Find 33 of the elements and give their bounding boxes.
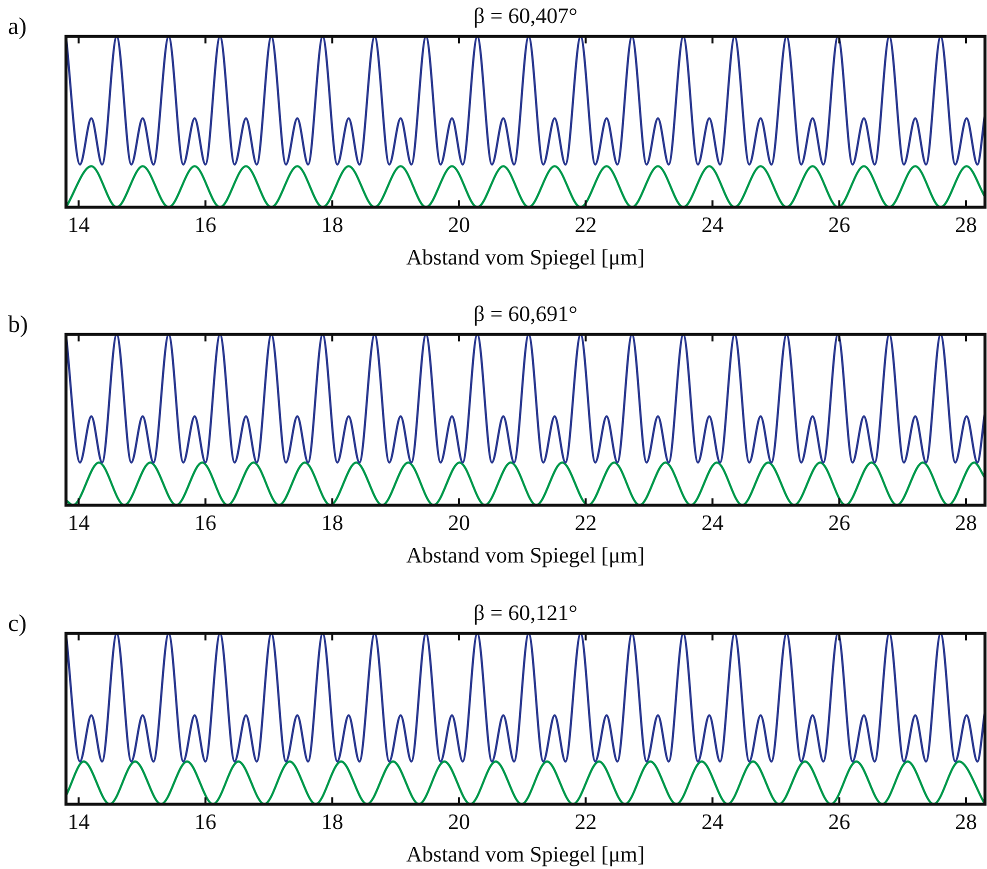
x-tick-label: 18	[321, 212, 344, 238]
x-tick-label: 16	[194, 809, 216, 834]
x-tick-label: 24	[701, 212, 724, 238]
x-tick-label: 14	[68, 510, 90, 536]
x-tick-label: 26	[828, 809, 850, 834]
x-axis-title: Abstand vom Spiegel [μm]	[406, 244, 645, 270]
text: c)	[8, 611, 27, 638]
x-tick-label: 16	[194, 510, 216, 536]
x-axis-title: Abstand vom Spiegel [μm]	[406, 542, 645, 568]
x-tick-label: 20	[448, 510, 470, 536]
x-tick-label: 24	[701, 510, 724, 536]
x-tick-label: 20	[448, 809, 470, 834]
x-tick-label: 24	[701, 809, 724, 834]
x-tick-label: 22	[574, 212, 597, 238]
x-tick-label: 16	[194, 212, 216, 238]
text: b)	[8, 312, 28, 339]
x-tick-label: 22	[574, 809, 597, 834]
chart-title: β = 60,691°	[474, 300, 578, 326]
x-tick-label: 14	[68, 212, 90, 238]
x-tick-label: 26	[828, 510, 850, 536]
x-axis-title: Abstand vom Spiegel [μm]	[406, 842, 645, 867]
x-tick-label: 20	[448, 212, 470, 238]
x-tick-label: 28	[954, 809, 977, 834]
x-tick-label: 14	[68, 809, 90, 834]
x-tick-label: 18	[321, 809, 344, 834]
x-tick-label: 26	[828, 212, 850, 238]
x-tick-label: 18	[321, 510, 344, 536]
chart-title: β = 60,407°	[474, 2, 578, 28]
x-tick-label: 28	[954, 510, 977, 536]
x-tick-label: 22	[574, 510, 597, 536]
text: a)	[8, 14, 27, 41]
x-tick-label: 28	[954, 212, 977, 238]
chart-title: β = 60,121°	[474, 600, 578, 625]
